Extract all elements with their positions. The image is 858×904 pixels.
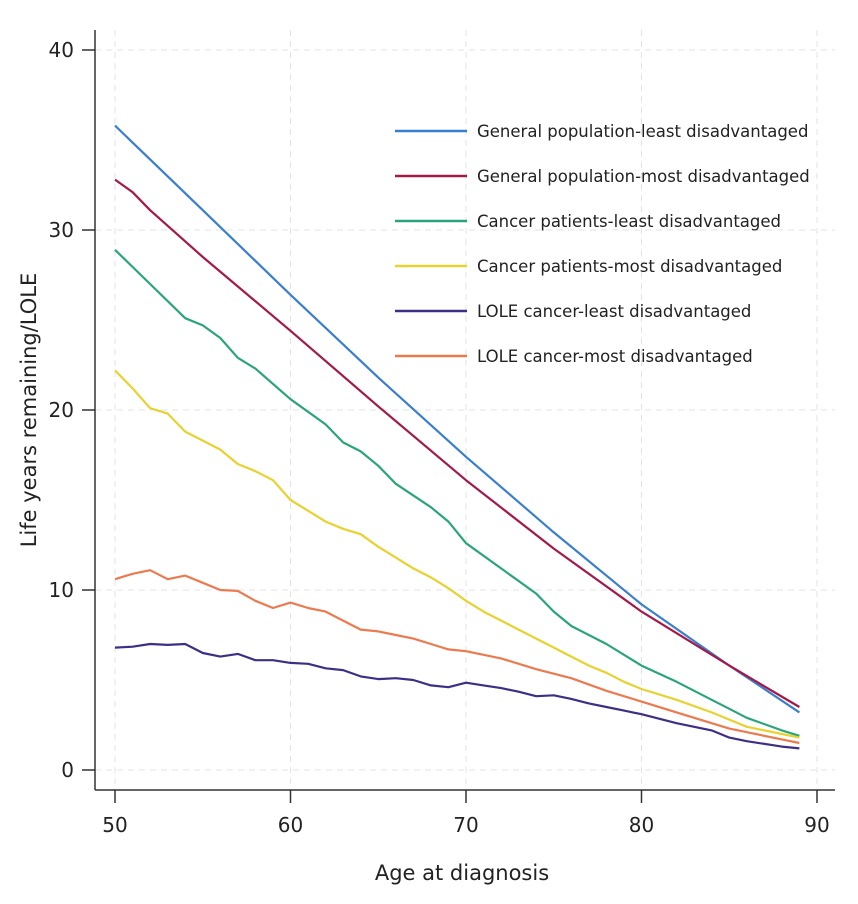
y-axis-title: Life years remaining/LOLE bbox=[17, 273, 41, 548]
series-line-4 bbox=[114, 369, 800, 739]
x-tick-label: 90 bbox=[804, 813, 829, 837]
legend-label: General population-least disadvantaged bbox=[477, 122, 808, 141]
y-tick-label: 20 bbox=[49, 398, 74, 422]
x-tick-label: 70 bbox=[453, 813, 478, 837]
legend: General population-least disadvantaged Ge… bbox=[395, 122, 810, 366]
series-line-3 bbox=[114, 249, 800, 737]
legend-label: Cancer patients-least disadvantaged bbox=[477, 212, 781, 231]
series-lines bbox=[114, 124, 801, 750]
legend-label: LOLE cancer-most disadvantaged bbox=[477, 347, 753, 366]
legend-label: General population-most disadvantaged bbox=[477, 167, 810, 186]
legend-label: Cancer patients-most disadvantaged bbox=[477, 257, 782, 276]
x-tick-label: 80 bbox=[629, 813, 654, 837]
gridlines bbox=[95, 30, 835, 790]
x-tick-label: 50 bbox=[102, 813, 127, 837]
y-tick-label: 40 bbox=[49, 38, 74, 62]
series-line-1 bbox=[114, 124, 801, 714]
y-tick-label: 30 bbox=[49, 218, 74, 242]
ticks: 50 60 70 80 90 0 10 20 30 40 bbox=[49, 38, 830, 837]
series-line-6 bbox=[114, 569, 800, 745]
series-line-5 bbox=[114, 642, 800, 750]
y-tick-label: 0 bbox=[61, 758, 74, 782]
x-axis-title: Age at diagnosis bbox=[375, 861, 549, 885]
legend-label: LOLE cancer-least disadvantaged bbox=[477, 302, 751, 321]
series-line-2 bbox=[114, 178, 800, 708]
x-tick-label: 60 bbox=[278, 813, 303, 837]
y-tick-label: 10 bbox=[49, 578, 74, 602]
